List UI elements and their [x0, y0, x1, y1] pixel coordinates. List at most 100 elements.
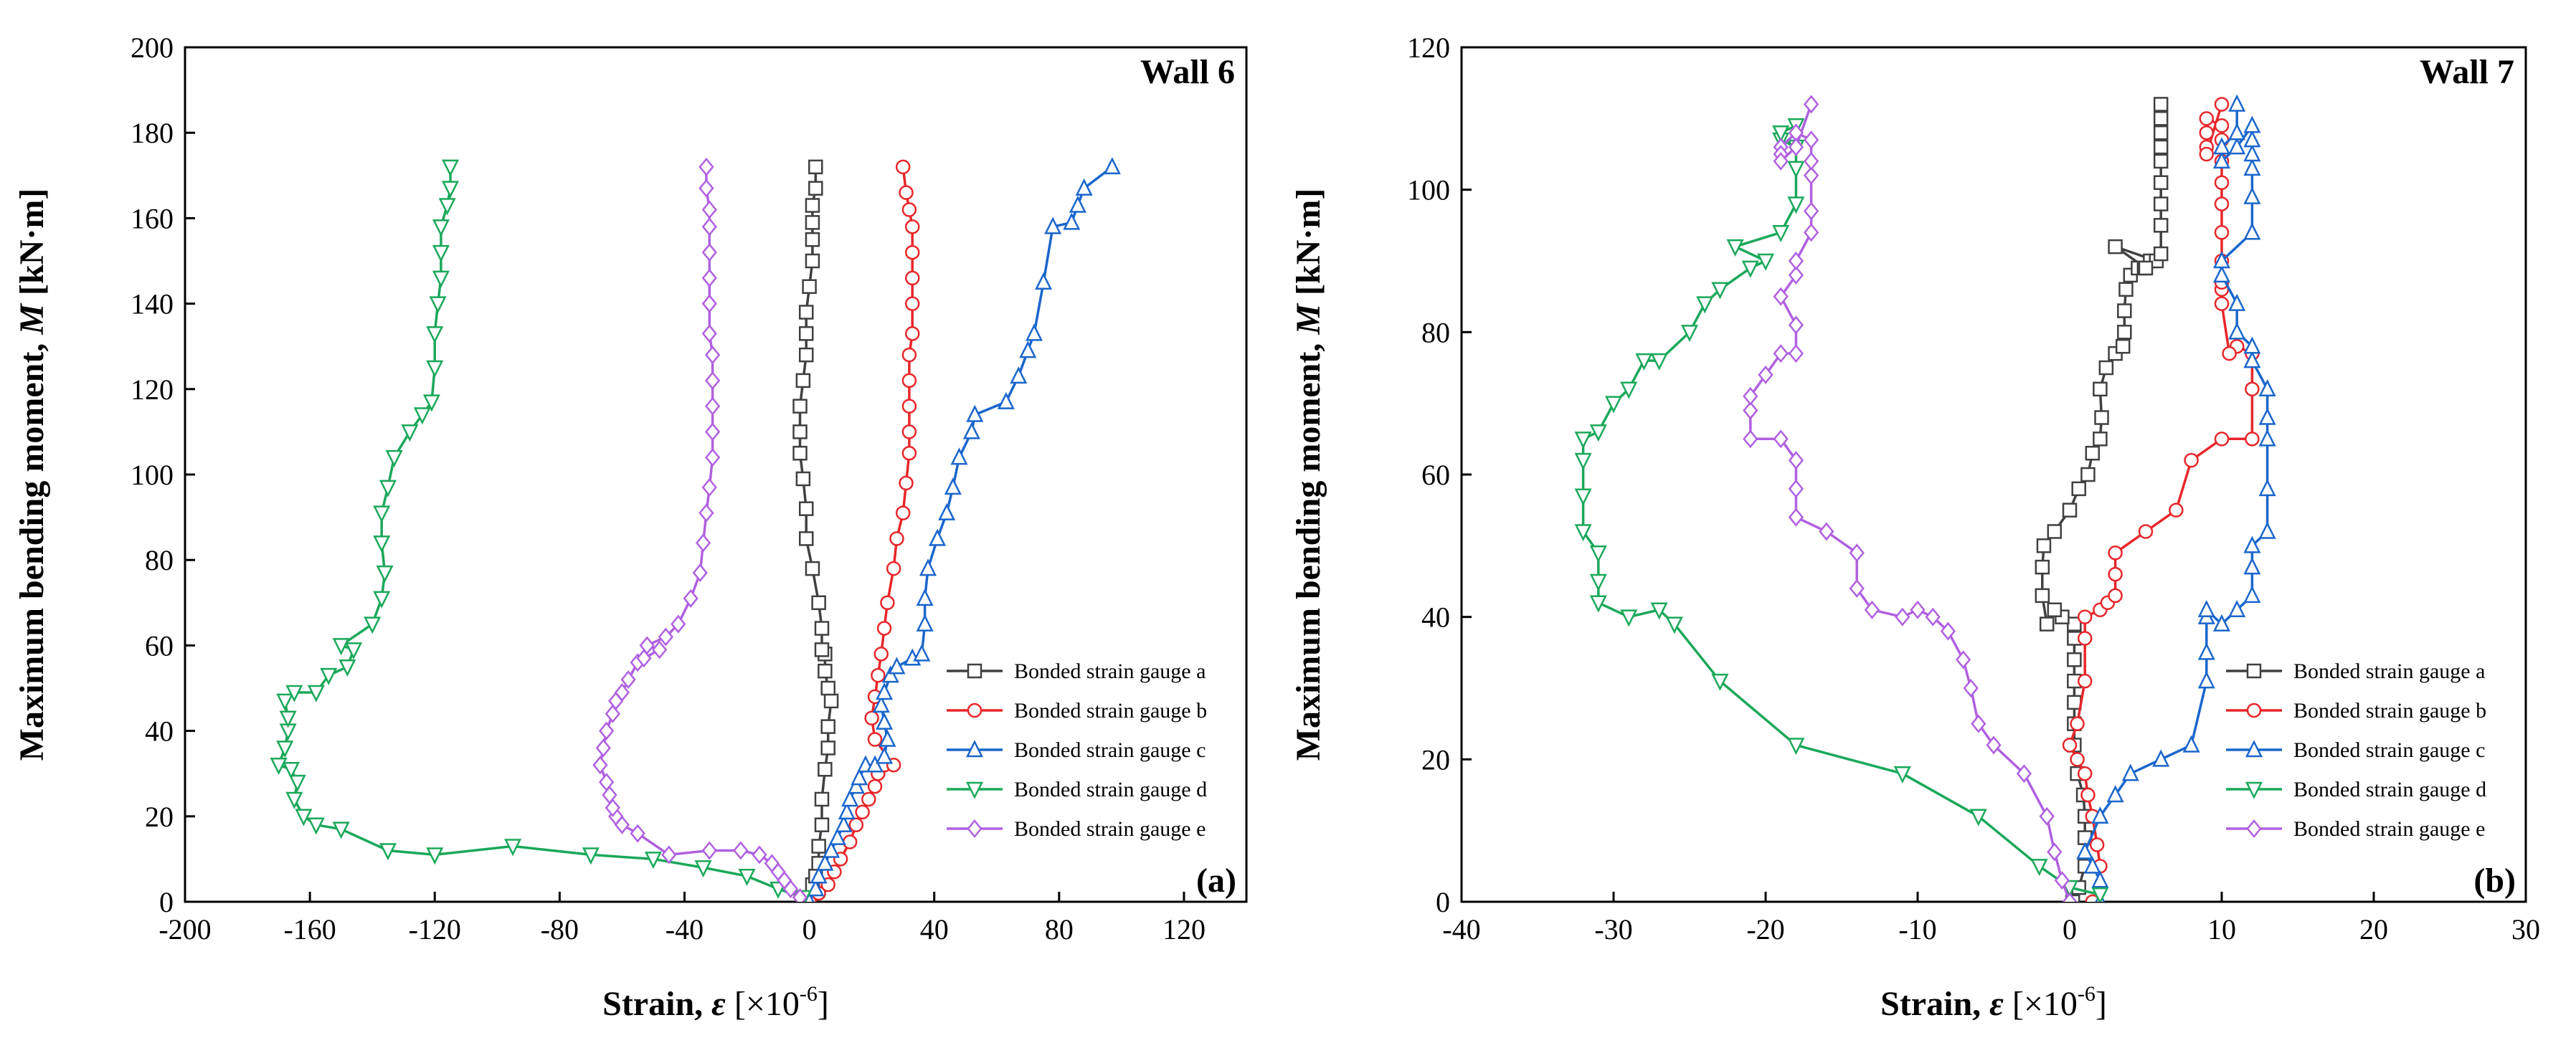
series-line	[277, 166, 804, 899]
data-point	[2243, 336, 2261, 354]
data-point	[823, 840, 840, 858]
data-point	[2258, 407, 2276, 425]
data-point	[1803, 223, 1819, 242]
data-point	[1773, 344, 1789, 363]
data-point	[795, 471, 811, 487]
data-point	[811, 595, 826, 611]
data-point	[810, 866, 828, 884]
data-point	[916, 614, 934, 632]
data-point	[345, 642, 363, 660]
data-point	[2258, 521, 2276, 539]
data-point	[364, 616, 382, 634]
data-point	[2047, 842, 2063, 862]
data-point	[373, 535, 391, 553]
data-point	[2212, 251, 2231, 269]
data-point	[841, 789, 859, 807]
data-point	[1726, 239, 1744, 257]
data-point	[904, 270, 920, 286]
data-point	[2076, 842, 2094, 859]
data-point	[901, 347, 917, 363]
data-point	[422, 394, 440, 412]
data-point	[802, 279, 817, 295]
data-point	[823, 693, 839, 709]
data-point	[705, 346, 721, 365]
data-point	[1893, 766, 1911, 783]
data-point	[1756, 253, 1775, 271]
data-point	[1025, 323, 1043, 341]
legend-item: Bonded strain gauge c	[947, 738, 1206, 762]
data-point	[2035, 559, 2050, 575]
data-point	[332, 638, 350, 656]
data-point	[944, 477, 962, 495]
data-point	[876, 621, 892, 636]
panel-a-series-d	[270, 159, 812, 902]
data-point	[639, 636, 655, 655]
data-point	[694, 860, 712, 878]
data-point	[792, 424, 808, 439]
data-point	[699, 503, 714, 523]
data-point	[950, 447, 968, 465]
data-point	[901, 202, 917, 217]
y-tick-label: 80	[1421, 316, 1450, 348]
data-point	[876, 712, 894, 730]
y-tick-label: 120	[1407, 32, 1450, 64]
data-point	[2106, 785, 2124, 803]
data-point	[886, 561, 901, 576]
data-point	[2228, 137, 2246, 155]
data-point	[2212, 614, 2231, 632]
panel-b-series-e	[1743, 95, 2078, 902]
data-point	[899, 185, 914, 200]
data-point	[320, 667, 338, 685]
data-point	[599, 773, 615, 792]
data-point	[2035, 588, 2050, 604]
legend-marker	[967, 819, 982, 838]
data-point	[820, 719, 835, 734]
data-point	[644, 852, 662, 870]
data-point	[276, 740, 294, 758]
data-point	[1940, 621, 1956, 641]
data-point	[379, 480, 397, 497]
data-point	[2228, 599, 2246, 617]
panel-b-series-d	[1574, 118, 2109, 902]
data-point	[1574, 432, 1592, 449]
data-point	[880, 595, 895, 611]
data-point	[1574, 524, 1592, 542]
legend-item: Bonded strain gauge d	[947, 778, 1207, 801]
data-point	[1788, 508, 1804, 527]
data-point	[1955, 650, 1971, 670]
data-point	[438, 198, 456, 216]
legend-marker	[967, 663, 982, 679]
data-point	[376, 565, 394, 583]
data-point	[895, 505, 911, 520]
data-point	[2085, 445, 2101, 461]
data-point	[1803, 95, 1819, 114]
legend-marker	[2246, 819, 2262, 838]
data-point	[1971, 714, 1987, 733]
data-point	[2093, 432, 2108, 447]
data-point	[904, 219, 920, 234]
x-tick-label: -200	[158, 913, 211, 945]
data-point	[288, 774, 306, 792]
data-point	[426, 360, 444, 378]
data-point	[1574, 488, 1592, 506]
data-point	[889, 531, 904, 546]
x-tick-label: 40	[920, 913, 949, 945]
panel-b-legend: Bonded strain gauge a Bonded strain gauge…	[2226, 659, 2486, 841]
panel-a-y-axis-title: Maximum bending moment, M [kN·m]	[13, 189, 51, 761]
data-point	[692, 563, 708, 583]
data-point	[2080, 467, 2096, 482]
data-point	[861, 791, 876, 807]
panel-a-label: (a)	[1196, 862, 1236, 900]
data-point	[2222, 346, 2237, 361]
data-point	[2016, 764, 2032, 783]
data-point	[373, 505, 391, 523]
data-point	[764, 854, 780, 873]
data-point	[295, 809, 313, 827]
data-point	[1969, 809, 1987, 827]
data-point	[2214, 296, 2230, 311]
data-point	[2098, 360, 2114, 376]
data-point	[2138, 260, 2154, 276]
data-point	[1849, 543, 1865, 563]
data-point	[2047, 602, 2063, 617]
data-point	[282, 761, 300, 780]
